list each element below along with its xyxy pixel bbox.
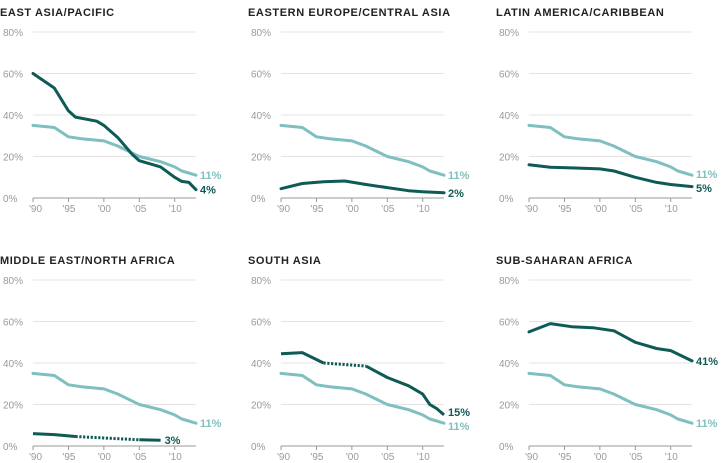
- x-tick-label: '95: [62, 452, 75, 463]
- x-tick-label: '00: [98, 204, 111, 215]
- series-end-label: 11%: [448, 170, 470, 182]
- x-tick-label: '05: [629, 452, 642, 463]
- x-tick-label: '00: [346, 204, 359, 215]
- x-tick-label: '90: [29, 204, 42, 215]
- y-tick-label: 80%: [3, 276, 23, 287]
- region-series-line: [280, 351, 325, 365]
- x-tick-label: '10: [169, 452, 182, 463]
- y-tick-label: 60%: [3, 318, 23, 329]
- x-tick-label: '95: [310, 452, 323, 463]
- y-tick-label: 40%: [251, 111, 271, 122]
- series-end-label: 11%: [200, 170, 222, 182]
- region-series-line: [32, 432, 76, 438]
- y-tick-label: 60%: [3, 70, 23, 81]
- x-tick-label: '10: [169, 204, 182, 215]
- y-tick-label: 20%: [251, 401, 271, 412]
- region-series-line: [31, 72, 198, 192]
- y-tick-label: 20%: [499, 401, 519, 412]
- y-tick-label: 0%: [3, 194, 18, 205]
- y-tick-label: 20%: [251, 153, 271, 164]
- y-tick-label: 60%: [499, 318, 519, 329]
- series-end-label: 11%: [696, 418, 718, 430]
- world-series-line: [279, 123, 446, 177]
- region-series-line: [75, 435, 140, 442]
- x-tick-label: '95: [558, 204, 571, 215]
- y-tick-label: 0%: [251, 194, 266, 205]
- y-tick-label: 40%: [251, 359, 271, 370]
- chart-panel: SUB-SAHARAN AFRICA 0% 20% 40% 60% 80% '90 '95 '0…: [496, 255, 718, 463]
- y-tick-label: 60%: [499, 70, 519, 81]
- region-series-line: [279, 179, 446, 195]
- series-end-label: 2%: [448, 188, 464, 200]
- world-series-line: [527, 123, 694, 177]
- panel-title: LATIN AMERICA/CARIBBEAN: [496, 7, 664, 19]
- chart-panel: LATIN AMERICA/CARIBBEAN 0% 20% 40% 60% 80% '90…: [496, 7, 718, 215]
- y-tick-label: 40%: [3, 359, 23, 370]
- y-tick-label: 20%: [499, 153, 519, 164]
- x-tick-label: '00: [98, 452, 111, 463]
- y-tick-label: 80%: [499, 276, 519, 287]
- y-tick-label: 0%: [251, 442, 266, 453]
- chart-panel: EAST ASIA/PACIFIC 0% 20% 40% 60% 80% '90 '95 '00…: [0, 7, 222, 215]
- world-series-line: [279, 371, 446, 425]
- chart-panel: SOUTH ASIA 0% 20% 40% 60% 80% '90 '95 '00 '05 '10 1…: [248, 255, 470, 463]
- series-end-label: 11%: [448, 421, 470, 433]
- y-tick-label: 40%: [499, 111, 519, 122]
- panel-title: EAST ASIA/PACIFIC: [0, 7, 115, 19]
- series-end-label: 11%: [696, 169, 718, 181]
- x-tick-label: '10: [665, 204, 678, 215]
- y-tick-label: 80%: [251, 28, 271, 39]
- x-tick-label: '00: [594, 452, 607, 463]
- x-tick-label: '90: [29, 452, 42, 463]
- y-tick-label: 80%: [499, 28, 519, 39]
- series-end-label: 15%: [448, 407, 470, 419]
- x-tick-label: '90: [525, 204, 538, 215]
- region-series-line: [323, 361, 367, 368]
- y-tick-label: 20%: [3, 153, 23, 164]
- series-end-label: 5%: [696, 183, 712, 195]
- series-end-label: 41%: [696, 356, 718, 368]
- y-tick-label: 60%: [251, 318, 271, 329]
- series-end-label: 11%: [200, 418, 222, 430]
- y-tick-label: 0%: [3, 442, 18, 453]
- series-end-label: 3%: [165, 435, 181, 447]
- world-series-line: [31, 371, 198, 425]
- panel-title: EASTERN EUROPE/CENTRAL ASIA: [248, 7, 451, 19]
- region-series-line: [527, 163, 694, 189]
- region-series-line: [365, 364, 445, 417]
- x-tick-label: '00: [346, 452, 359, 463]
- series-end-label: 4%: [200, 185, 216, 197]
- y-tick-label: 20%: [3, 401, 23, 412]
- x-tick-label: '00: [594, 204, 607, 215]
- world-series-line: [527, 371, 694, 425]
- panel-title: MIDDLE EAST/NORTH AFRICA: [0, 255, 175, 267]
- y-tick-label: 80%: [251, 276, 271, 287]
- y-tick-label: 80%: [3, 28, 23, 39]
- x-tick-label: '10: [665, 452, 678, 463]
- x-tick-label: '05: [381, 204, 394, 215]
- x-tick-label: '05: [133, 204, 146, 215]
- panel-title: SOUTH ASIA: [248, 255, 321, 267]
- x-tick-label: '10: [417, 452, 430, 463]
- region-series-line: [527, 322, 694, 363]
- x-tick-label: '90: [525, 452, 538, 463]
- x-tick-label: '95: [62, 204, 75, 215]
- chart-panel: EASTERN EUROPE/CENTRAL ASIA 0% 20% 40% 60% 80…: [248, 7, 470, 215]
- y-tick-label: 60%: [251, 70, 271, 81]
- panel-title: SUB-SAHARAN AFRICA: [496, 255, 633, 267]
- y-tick-label: 40%: [499, 359, 519, 370]
- x-tick-label: '05: [629, 204, 642, 215]
- x-tick-label: '95: [558, 452, 571, 463]
- y-tick-label: 40%: [3, 111, 23, 122]
- x-tick-label: '05: [381, 452, 394, 463]
- chart-panel: MIDDLE EAST/NORTH AFRICA 0% 20% 40% 60% 80% '9…: [0, 255, 222, 463]
- x-tick-label: '90: [277, 204, 290, 215]
- y-tick-label: 0%: [499, 194, 514, 205]
- y-tick-label: 0%: [499, 442, 514, 453]
- x-tick-label: '05: [133, 452, 146, 463]
- x-tick-label: '95: [310, 204, 323, 215]
- x-tick-label: '10: [417, 204, 430, 215]
- x-tick-label: '90: [277, 452, 290, 463]
